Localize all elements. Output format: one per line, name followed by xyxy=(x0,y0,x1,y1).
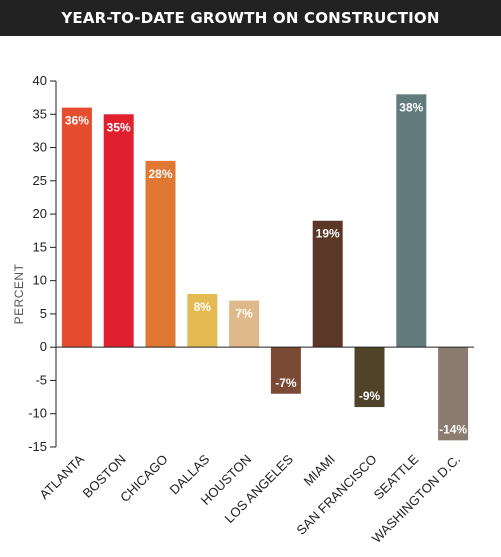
y-tick-label: 20 xyxy=(33,206,47,221)
data-label: 19% xyxy=(316,227,340,241)
bar xyxy=(312,220,343,348)
category-label: SAN FRANCISCO xyxy=(293,452,379,538)
y-tick-label: 25 xyxy=(33,173,47,188)
chart-title-bar: YEAR-TO-DATE GROWTH ON CONSTRUCTION xyxy=(0,0,501,36)
data-label: 28% xyxy=(148,167,172,181)
category-label: MIAMI xyxy=(301,452,338,489)
bar xyxy=(187,293,218,348)
bar xyxy=(270,347,301,394)
data-label: 38% xyxy=(399,100,423,114)
bar xyxy=(396,94,427,348)
data-label: -7% xyxy=(275,376,297,390)
data-label: 35% xyxy=(107,120,131,134)
y-tick-label: -10 xyxy=(28,406,47,421)
bars xyxy=(61,94,469,441)
y-tick-label: 5 xyxy=(40,306,47,321)
y-tick-label: 40 xyxy=(33,73,47,88)
y-axis-label: PERCENT xyxy=(12,263,26,324)
bar xyxy=(145,160,176,348)
y-tick-label: -15 xyxy=(28,439,47,454)
data-label: -14% xyxy=(439,422,467,436)
y-tick-label: 15 xyxy=(33,239,47,254)
data-label: 8% xyxy=(194,300,212,314)
axes: 40 35 30 25 20 15 10 5 0 -5 -10 -15 xyxy=(28,73,57,454)
y-tick-label: 10 xyxy=(33,273,47,288)
y-tick-label: 35 xyxy=(33,106,47,121)
data-label: 7% xyxy=(235,307,253,321)
bar xyxy=(103,114,134,348)
bar xyxy=(438,347,469,441)
bar xyxy=(354,347,385,408)
y-tick-label: 0 xyxy=(40,339,47,354)
data-label: 36% xyxy=(65,114,89,128)
data-label: -9% xyxy=(359,389,381,403)
chart-title: YEAR-TO-DATE GROWTH ON CONSTRUCTION xyxy=(61,9,440,27)
y-tick-label: -5 xyxy=(35,372,47,387)
bar xyxy=(61,107,92,348)
category-label: ATLANTA xyxy=(36,451,87,502)
y-tick-label: 30 xyxy=(33,140,47,155)
bar xyxy=(229,300,260,348)
